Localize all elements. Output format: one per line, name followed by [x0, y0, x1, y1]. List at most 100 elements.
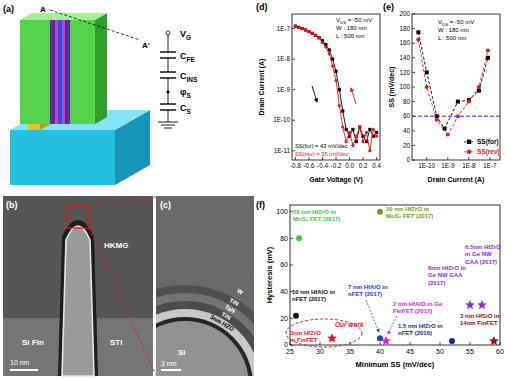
data-point [341, 109, 344, 112]
ground [158, 122, 178, 123]
y-tick [292, 59, 295, 60]
hkmg-outline [58, 220, 98, 376]
x-tick-label: 1E-8 [462, 162, 476, 169]
ground [161, 125, 175, 126]
y-tick [412, 43, 415, 44]
label-line: MoS₂ FET (2017) [386, 213, 433, 219]
x-tick-label: 60 [496, 348, 504, 355]
x-tick [336, 157, 337, 160]
capacitor-plate [160, 51, 176, 52]
point-label: 20 nm HfZrO inMoS₂ FET (2017) [386, 206, 433, 219]
label-line: 20 nm HfZrO in [293, 209, 336, 215]
annotation: VDS = -50 mV [438, 19, 474, 27]
layer [156, 293, 254, 376]
point-label: 2 nm HfAlO in GeFinFET (2017) [393, 301, 443, 314]
text-part: = -50 mV [346, 17, 372, 23]
y-tick-label: 0 [284, 341, 288, 348]
y-tick [412, 57, 415, 58]
y-tick-label: 120 [399, 69, 410, 76]
text-part: = -50 mV [448, 19, 474, 25]
annotation: L : 500 nm [336, 33, 364, 39]
y-tick-label: 100 [276, 208, 288, 215]
y-tick [290, 238, 293, 239]
y-tick-label: 160 [399, 39, 410, 46]
data-point [351, 144, 354, 147]
y-tick-label: 180 [399, 25, 410, 32]
x-tick-label: 1E-7 [483, 162, 497, 169]
data-point [435, 118, 439, 122]
y-tick-label: 1E-8 [277, 55, 291, 62]
y-tick [292, 28, 295, 29]
substrate-front [10, 130, 115, 185]
chart-0: -0.8-0.6-0.4-0.20.00.20.41E-111E-101E-91… [256, 2, 381, 184]
annotation: Our work [335, 321, 364, 328]
layer [156, 285, 254, 376]
label-line: nFET (2017) [292, 296, 326, 302]
legend-symbol [467, 150, 471, 154]
y-tick-label: 140 [399, 54, 410, 61]
capacitor-plate [160, 109, 176, 110]
leader-arrow [388, 316, 397, 334]
x-tick [380, 342, 381, 345]
subscript: S [186, 92, 191, 99]
data-point [446, 132, 450, 136]
wire [168, 110, 169, 122]
legend-label: SS(rev) [477, 148, 500, 156]
scale-bar-label: 3 nm [161, 360, 177, 367]
data-point [361, 140, 364, 143]
data-point [328, 52, 331, 55]
panel-label: (c) [160, 200, 171, 210]
circuit-label: φS [180, 87, 191, 99]
data-point [425, 70, 429, 74]
y-tick [412, 130, 415, 131]
data-point [294, 25, 297, 28]
data-point [456, 114, 460, 118]
layer [156, 309, 254, 376]
data-point [467, 100, 471, 104]
y-tick-label: 20 [403, 142, 411, 149]
layer-label: W [236, 288, 244, 296]
data-point [338, 88, 341, 91]
y-tick-label: 40 [280, 288, 288, 295]
label-line: Ge NW GAA [428, 272, 463, 278]
zoom-box [67, 206, 89, 228]
gate-stack [50, 20, 70, 124]
y-tick [292, 120, 295, 121]
label-line: FinFET (2017) [393, 308, 432, 314]
data-point [311, 32, 314, 35]
x-tick-label: 1E-9 [441, 162, 455, 169]
node [166, 90, 169, 93]
sweep-arrow [312, 86, 317, 102]
tem-label: HKMG [104, 241, 128, 250]
point-label: 7 nm HfAlO innFET (2017) [348, 284, 388, 297]
y-tick [412, 145, 415, 146]
label-line: 20 nm HfZrO in [386, 206, 429, 212]
x-tick [363, 157, 364, 160]
series-line [295, 26, 376, 151]
chart-1: 1E-101E-91E-81E-702040608010012014016018… [383, 2, 500, 184]
panel-label: (e) [383, 2, 394, 12]
plot-frame [292, 14, 380, 160]
cut-label: A' [142, 41, 150, 50]
x-tick [447, 157, 448, 160]
x-tick-label: -0.6 [303, 162, 314, 169]
annotation: L : 500 nm [438, 35, 466, 41]
x-tick [376, 157, 377, 160]
legend-label: SS(for) [477, 138, 499, 146]
data-point [381, 336, 391, 345]
cut-line [50, 10, 140, 40]
x-tick-label: 25 [286, 348, 294, 355]
y-tick [412, 72, 415, 73]
x-tick [489, 157, 490, 160]
y-tick [290, 345, 293, 346]
data-point [477, 300, 487, 309]
plot-data [293, 209, 499, 345]
y-tick-label: 60 [280, 261, 288, 268]
x-tick [295, 157, 296, 160]
label-line: 2 nm HfAlO in Ge [393, 301, 443, 307]
data-point [334, 70, 337, 73]
x-tick [440, 342, 441, 345]
data-point [456, 100, 460, 104]
y-tick-label: 1E-7 [277, 25, 291, 32]
layer [156, 321, 249, 376]
